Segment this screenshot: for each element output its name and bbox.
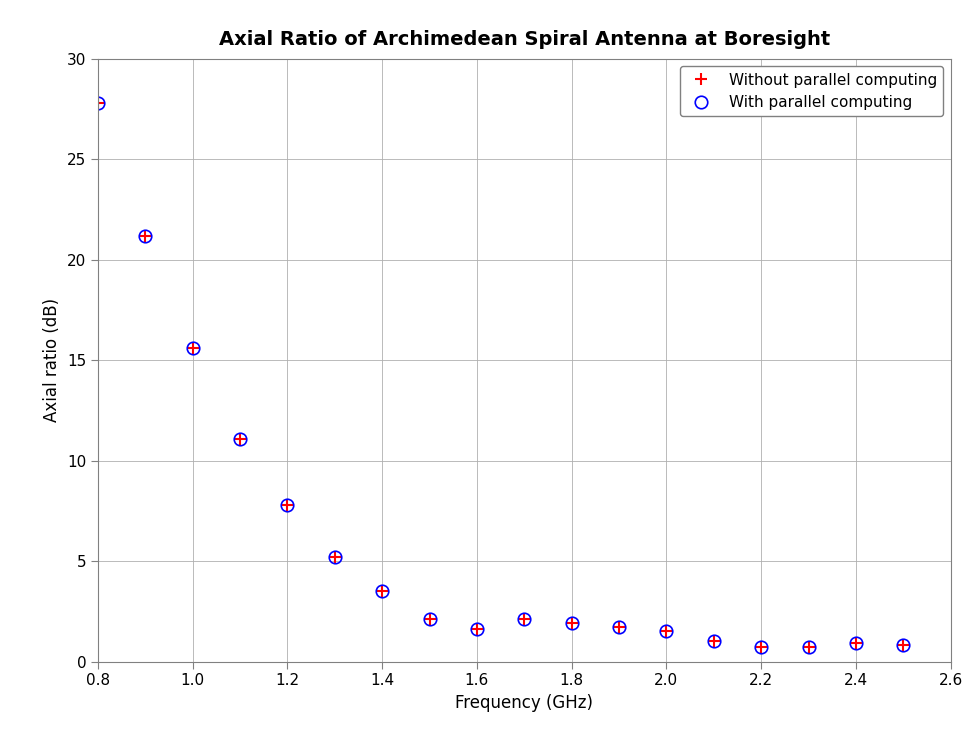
Without parallel computing — [281, 501, 293, 509]
With parallel computing — [329, 553, 341, 562]
With parallel computing — [613, 623, 625, 632]
Without parallel computing — [423, 615, 435, 624]
Without parallel computing — [565, 619, 577, 628]
With parallel computing — [898, 641, 909, 650]
With parallel computing — [661, 627, 672, 636]
Without parallel computing — [234, 434, 246, 443]
Without parallel computing — [850, 639, 861, 648]
With parallel computing — [850, 639, 861, 648]
X-axis label: Frequency (GHz): Frequency (GHz) — [456, 694, 593, 712]
Without parallel computing — [708, 637, 719, 646]
With parallel computing — [518, 615, 530, 624]
With parallel computing — [423, 615, 435, 624]
With parallel computing — [565, 619, 577, 628]
With parallel computing — [92, 98, 104, 107]
Without parallel computing — [613, 623, 625, 632]
Without parallel computing — [756, 643, 767, 652]
Without parallel computing — [803, 643, 814, 652]
Without parallel computing — [518, 615, 530, 624]
Without parallel computing — [898, 641, 909, 650]
Line: Without parallel computing: Without parallel computing — [92, 98, 908, 653]
With parallel computing — [139, 232, 151, 240]
With parallel computing — [708, 637, 719, 646]
With parallel computing — [803, 643, 814, 652]
Legend: Without parallel computing, With parallel computing: Without parallel computing, With paralle… — [680, 66, 943, 116]
With parallel computing — [234, 434, 246, 443]
Y-axis label: Axial ratio (dB): Axial ratio (dB) — [43, 298, 62, 422]
Without parallel computing — [139, 232, 151, 240]
Without parallel computing — [187, 344, 199, 353]
With parallel computing — [756, 643, 767, 652]
Title: Axial Ratio of Archimedean Spiral Antenna at Boresight: Axial Ratio of Archimedean Spiral Antenn… — [219, 30, 830, 49]
Without parallel computing — [92, 98, 104, 107]
With parallel computing — [376, 587, 388, 595]
With parallel computing — [281, 501, 293, 509]
With parallel computing — [187, 344, 199, 353]
Without parallel computing — [471, 625, 483, 634]
Line: With parallel computing: With parallel computing — [92, 97, 909, 653]
With parallel computing — [471, 625, 483, 634]
Without parallel computing — [376, 587, 388, 595]
Without parallel computing — [661, 627, 672, 636]
Without parallel computing — [329, 553, 341, 562]
